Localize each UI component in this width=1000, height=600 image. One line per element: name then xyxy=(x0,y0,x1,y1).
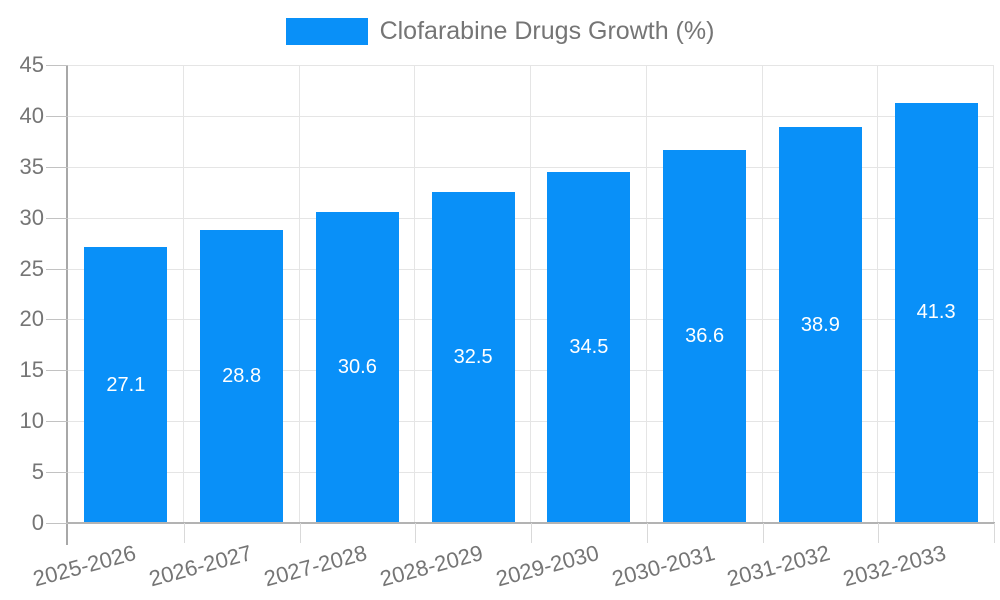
bar-2031-2032: 38.9 xyxy=(778,127,862,523)
y-axis-line xyxy=(66,65,68,545)
x-axis-tick xyxy=(531,523,532,543)
x-gridline xyxy=(761,65,763,523)
y-axis-tick xyxy=(46,421,68,423)
y-axis-tick xyxy=(46,319,68,321)
chart-plot-area: 27.1 28.8 30.6 32.5 34.5 36.6 38.9 41.3 xyxy=(68,65,994,523)
bar-value-label: 27.1 xyxy=(106,373,146,396)
x-gridline xyxy=(298,65,300,523)
y-gridline xyxy=(68,268,994,270)
y-tick-label: 30 xyxy=(19,204,44,230)
bar-value-label: 41.3 xyxy=(916,301,956,324)
x-axis-tick xyxy=(183,523,185,543)
bar-value-label: 34.5 xyxy=(569,335,609,358)
bar-value-label: 32.5 xyxy=(453,346,493,369)
legend-swatch-icon xyxy=(285,17,368,45)
x-gridline xyxy=(530,65,531,523)
y-axis-tick xyxy=(46,166,68,168)
y-tick-label: 15 xyxy=(19,357,44,383)
y-gridline xyxy=(68,65,994,66)
bar-2029-2030: 34.5 xyxy=(547,171,631,523)
x-axis-tick xyxy=(415,523,417,543)
y-tick-label: 0 xyxy=(31,510,44,535)
y-tick-label: 10 xyxy=(19,408,44,434)
x-axis-tick xyxy=(762,523,764,543)
y-gridline xyxy=(68,166,994,168)
bar-2028-2029: 32.5 xyxy=(431,192,515,523)
x-axis-tick xyxy=(878,523,880,543)
bar-value-label: 28.8 xyxy=(222,364,262,387)
bar-2032-2033: 41.3 xyxy=(894,102,978,523)
y-gridline xyxy=(68,319,994,321)
y-tick-label: 25 xyxy=(19,255,44,281)
y-gridline xyxy=(68,217,994,219)
y-gridline xyxy=(68,115,994,117)
bar-2025-2026: 27.1 xyxy=(84,247,168,523)
bar-2030-2031: 36.6 xyxy=(663,150,747,523)
y-tick-label: 20 xyxy=(19,306,44,332)
legend-label: Clofarabine Drugs Growth (%) xyxy=(379,16,715,45)
x-axis-tick xyxy=(299,523,301,543)
y-axis-tick xyxy=(46,115,68,117)
y-axis-tick xyxy=(46,523,68,524)
y-axis-tick xyxy=(46,370,68,372)
legend: Clofarabine Drugs Growth (%) xyxy=(0,16,1000,46)
bar-value-label: 38.9 xyxy=(800,313,840,336)
x-axis-tick xyxy=(646,523,648,543)
x-gridline xyxy=(993,65,994,523)
bar-2026-2027: 28.8 xyxy=(200,229,284,523)
bar-value-label: 36.6 xyxy=(685,325,725,348)
y-gridline xyxy=(68,370,994,372)
legend-item-clofarabine[interactable]: Clofarabine Drugs Growth (%) xyxy=(285,16,715,46)
x-gridline xyxy=(645,65,647,523)
y-tick-label: 45 xyxy=(19,52,44,77)
y-axis-tick xyxy=(46,65,68,66)
bar-value-label: 30.6 xyxy=(337,355,377,378)
x-gridline xyxy=(414,65,416,523)
y-gridline xyxy=(68,421,994,423)
bar-2027-2028: 30.6 xyxy=(315,211,399,523)
x-axis-tick xyxy=(994,523,995,543)
y-axis-tick xyxy=(46,268,68,270)
x-gridline xyxy=(182,65,184,523)
y-tick-label: 35 xyxy=(19,153,44,179)
y-tick-label: 5 xyxy=(31,459,44,485)
y-tick-label: 40 xyxy=(19,102,44,128)
x-gridline xyxy=(877,65,879,523)
y-gridline xyxy=(68,472,994,474)
y-axis-tick xyxy=(46,217,68,219)
y-axis-tick xyxy=(46,472,68,474)
x-axis-line xyxy=(66,522,995,524)
